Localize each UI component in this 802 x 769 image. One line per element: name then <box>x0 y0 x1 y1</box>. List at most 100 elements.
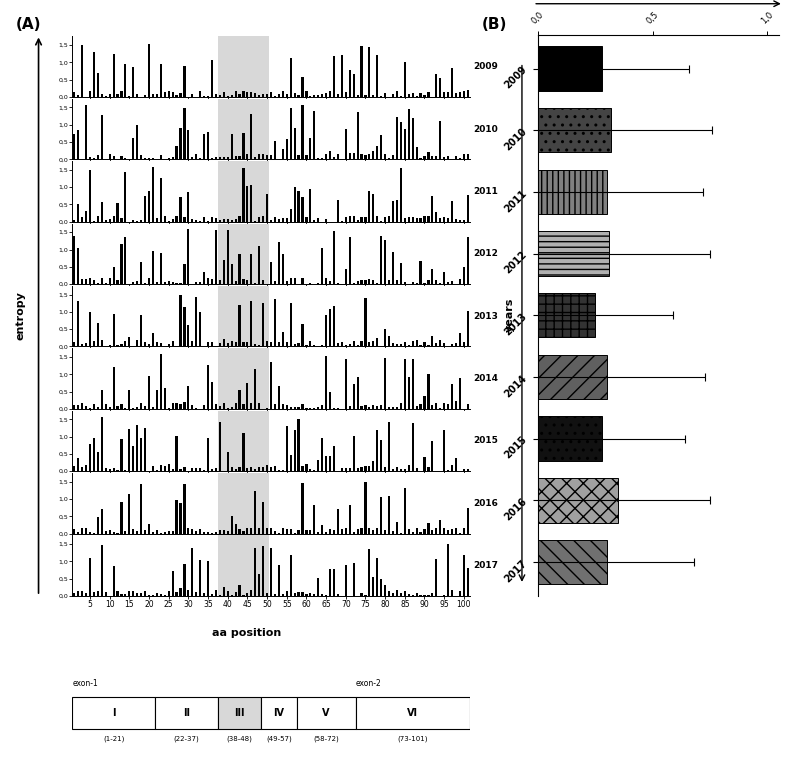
Bar <box>273 466 276 471</box>
Bar <box>466 404 468 409</box>
Bar <box>199 468 201 471</box>
Bar <box>333 408 334 409</box>
Bar <box>372 461 374 471</box>
Bar <box>317 283 319 284</box>
Bar <box>423 95 425 97</box>
Bar <box>273 218 276 221</box>
Bar <box>164 531 166 534</box>
Text: V: V <box>322 708 330 718</box>
Bar <box>238 216 241 221</box>
Bar <box>93 341 95 347</box>
Text: 2017: 2017 <box>472 561 497 571</box>
Bar <box>336 343 338 347</box>
Bar <box>466 195 468 221</box>
Bar <box>156 390 158 409</box>
Bar <box>313 594 315 596</box>
Bar <box>360 281 363 284</box>
Bar <box>191 548 193 596</box>
Bar <box>254 93 256 97</box>
Bar <box>140 593 142 596</box>
Bar <box>443 157 444 159</box>
Bar <box>254 368 256 409</box>
Text: 2014: 2014 <box>472 374 497 383</box>
Bar <box>415 147 417 159</box>
Bar <box>423 595 425 596</box>
Bar <box>294 430 295 471</box>
Bar <box>156 94 158 97</box>
Bar <box>325 154 326 159</box>
Bar <box>383 217 386 221</box>
Bar <box>537 417 602 461</box>
Bar <box>466 154 468 159</box>
Bar <box>195 531 197 534</box>
Bar <box>168 92 169 97</box>
Bar <box>375 406 378 409</box>
Bar <box>387 422 390 471</box>
Bar <box>230 265 233 284</box>
Bar <box>269 528 272 534</box>
Bar <box>294 593 295 596</box>
Bar <box>179 588 181 596</box>
Bar <box>415 593 417 596</box>
Bar <box>329 151 330 159</box>
Bar <box>81 45 83 97</box>
Bar <box>419 218 421 221</box>
Bar <box>222 218 225 221</box>
Bar <box>97 407 99 409</box>
Bar <box>321 95 323 97</box>
Bar <box>435 212 437 221</box>
Bar <box>403 591 405 596</box>
Bar <box>269 220 272 221</box>
Bar <box>443 218 444 221</box>
Bar <box>77 532 79 534</box>
Bar <box>313 345 315 347</box>
Bar <box>407 465 409 471</box>
Bar <box>313 219 315 221</box>
Text: III: III <box>234 708 245 718</box>
Bar <box>218 531 221 534</box>
Bar <box>265 194 268 221</box>
Bar <box>427 345 429 347</box>
Bar <box>411 594 413 596</box>
Bar <box>246 342 248 347</box>
Bar <box>73 341 75 347</box>
Bar <box>462 220 464 221</box>
Bar <box>537 293 594 338</box>
Bar <box>199 92 201 97</box>
Bar <box>164 282 166 284</box>
Bar <box>290 303 291 347</box>
Bar <box>395 590 398 596</box>
Bar <box>230 516 233 534</box>
Bar <box>431 196 433 221</box>
Bar <box>431 405 433 409</box>
Bar <box>372 577 374 596</box>
Bar <box>368 549 370 596</box>
Bar <box>427 215 429 221</box>
Bar <box>336 408 338 409</box>
Bar <box>230 467 233 471</box>
Bar <box>160 155 162 159</box>
Bar <box>321 438 323 471</box>
Bar <box>273 299 276 347</box>
Bar <box>317 578 319 596</box>
FancyBboxPatch shape <box>355 697 469 729</box>
Bar <box>340 529 342 534</box>
Bar <box>379 497 382 534</box>
Bar <box>73 236 75 284</box>
Bar <box>352 215 354 221</box>
Bar <box>203 405 205 409</box>
Bar <box>136 407 138 409</box>
Bar <box>199 158 201 159</box>
Bar <box>100 95 103 97</box>
Bar <box>439 408 441 409</box>
Bar <box>447 345 448 347</box>
Bar <box>152 407 154 409</box>
Bar <box>195 220 197 221</box>
Bar <box>305 531 307 534</box>
Bar <box>309 593 311 596</box>
Bar <box>136 341 138 347</box>
Bar <box>348 505 350 534</box>
Bar <box>217 348 269 409</box>
Bar <box>411 218 413 221</box>
Text: II: II <box>183 708 189 718</box>
